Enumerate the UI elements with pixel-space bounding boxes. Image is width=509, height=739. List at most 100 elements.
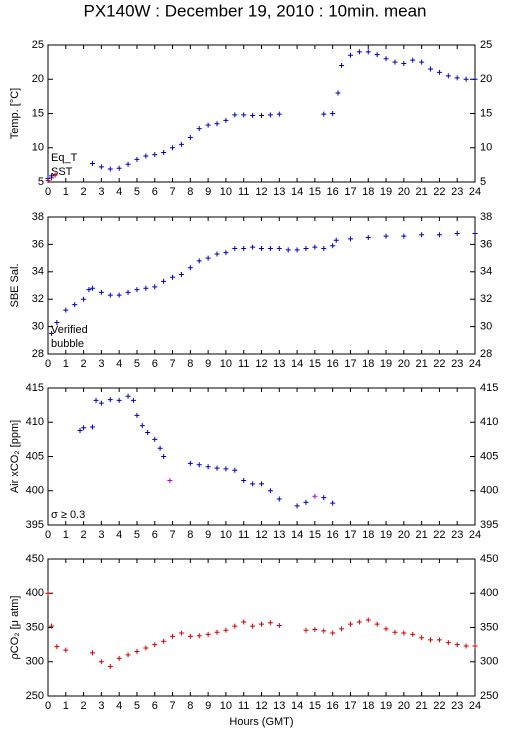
data-point: [330, 500, 336, 506]
legend-label: Verified: [51, 324, 88, 336]
data-point: [98, 659, 104, 665]
data-point: [98, 400, 104, 406]
data-point: [205, 631, 211, 637]
data-point: [145, 430, 151, 436]
x-tick-label: 8: [187, 186, 193, 198]
x-tick-label: 13: [273, 186, 285, 198]
x-tick-label: 24: [469, 700, 481, 712]
x-tick-label: 9: [205, 700, 211, 712]
data-point: [383, 233, 389, 239]
data-point: [196, 126, 202, 132]
data-point: [454, 230, 460, 236]
x-tick-label: 6: [152, 700, 158, 712]
data-point: [321, 246, 327, 252]
y-tick-label: 5: [38, 176, 44, 188]
y-tick-label-right: 28: [480, 348, 492, 360]
data-point: [267, 488, 273, 494]
data-point: [445, 73, 451, 79]
data-point: [454, 642, 460, 648]
data-point: [170, 145, 176, 151]
data-point: [116, 397, 122, 403]
data-point: [232, 623, 238, 629]
x-tick-label: 20: [398, 529, 410, 541]
y-tick-label: 38: [32, 211, 44, 223]
x-tick-label: 3: [98, 529, 104, 541]
data-point: [52, 172, 58, 178]
data-point: [250, 481, 256, 487]
data-point: [445, 640, 451, 646]
data-point: [125, 652, 131, 658]
data-point: [223, 466, 229, 472]
x-tick-label: 19: [380, 186, 392, 198]
data-point: [321, 495, 327, 501]
y-tick-label: 15: [32, 107, 44, 119]
x-tick-label: 21: [416, 358, 428, 370]
data-point: [241, 619, 247, 625]
data-point: [45, 176, 51, 182]
data-point: [339, 63, 345, 69]
x-tick-label: 22: [433, 186, 445, 198]
x-tick-label: 18: [362, 358, 374, 370]
y-tick-label: 36: [32, 238, 44, 250]
data-point: [89, 161, 95, 167]
x-tick-label: 12: [255, 700, 267, 712]
data-point: [54, 644, 60, 650]
x-tick-label: 5: [134, 529, 140, 541]
data-point: [98, 289, 104, 295]
data-point: [72, 302, 78, 308]
data-point: [259, 481, 264, 487]
plot-frame: [47, 387, 476, 526]
data-point: [276, 622, 282, 628]
data-point: [178, 141, 184, 147]
x-tick-label: 21: [416, 186, 428, 198]
y-tick-label: 10: [32, 142, 44, 154]
x-tick-label: 14: [291, 186, 303, 198]
data-point: [223, 117, 229, 123]
data-point: [205, 464, 211, 470]
data-point: [170, 633, 176, 639]
data-point: [303, 499, 309, 505]
x-tick-label: 10: [220, 700, 232, 712]
data-point: [86, 287, 92, 293]
x-tick-label: 20: [398, 186, 410, 198]
data-point: [374, 621, 380, 627]
y-tick-label-right: 34: [480, 266, 492, 278]
data-point: [214, 629, 220, 635]
y-tick-label: 415: [26, 382, 44, 394]
data-point: [214, 465, 220, 471]
data-point: [241, 477, 247, 483]
y-tick-label: 250: [26, 690, 44, 702]
x-tick-label: 1: [63, 358, 69, 370]
data-point: [205, 255, 211, 261]
x-tick-label: 18: [362, 186, 374, 198]
data-point: [347, 52, 353, 58]
x-tick-label: 4: [116, 186, 122, 198]
data-point: [294, 503, 300, 509]
data-point: [81, 425, 87, 431]
x-tick-label: 5: [134, 358, 140, 370]
data-point: [330, 243, 336, 249]
x-tick-label: 14: [291, 529, 303, 541]
data-point: [125, 161, 131, 167]
x-tick-label: 19: [380, 700, 392, 712]
x-tick-label: 13: [273, 529, 285, 541]
data-point: [419, 59, 425, 65]
data-point: [107, 664, 113, 670]
x-tick-label: 7: [169, 529, 175, 541]
x-tick-label: 19: [380, 358, 392, 370]
data-point: [54, 319, 60, 325]
x-tick-label: 3: [98, 358, 104, 370]
data-point: [419, 635, 425, 641]
data-point: [178, 630, 184, 636]
data-point: [232, 246, 238, 252]
legend-label: SST: [51, 166, 73, 178]
data-point: [259, 113, 264, 119]
data-point: [81, 296, 87, 302]
y-tick-label: 32: [32, 293, 44, 305]
x-tick-label: 8: [187, 358, 193, 370]
y-tick-label-right: 410: [480, 416, 498, 428]
x-tick-label: 13: [273, 700, 285, 712]
data-point: [330, 111, 336, 116]
chart-title: PX140W : December 19, 2010 : 10min. mean: [83, 1, 426, 20]
data-point: [401, 630, 407, 636]
